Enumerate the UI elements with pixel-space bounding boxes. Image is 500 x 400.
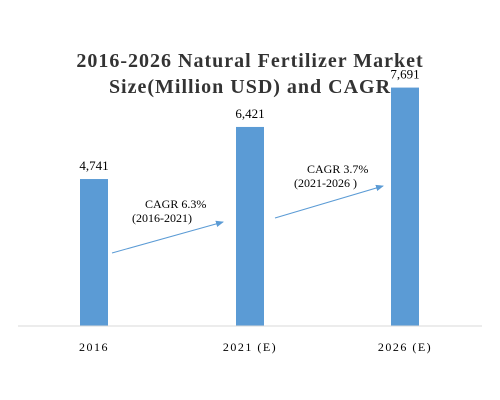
- cagr-arrow-0: [111, 220, 224, 254]
- category-label-0: 2016: [79, 340, 109, 354]
- chart-title-line-2: Size(Million USD) and CAGR: [108, 76, 392, 98]
- cagr-arrow-1: [274, 184, 384, 219]
- chart-title-line-1: 2016-2026 Natural Fertilizer Market: [76, 50, 424, 72]
- annotations-layer: CAGR 6.3%(2016-2021) CAGR 3.7%(2021-2026 …: [111, 162, 384, 254]
- labels-layer: 4,741 2016 6,421 2021 (E) 7,691 2026 (E): [79, 67, 432, 354]
- data-label-0: 4,741: [79, 158, 108, 173]
- data-label-2: 7,691: [390, 67, 419, 82]
- cagr-period-0: (2016-2021): [132, 211, 192, 225]
- bar-2: [391, 87, 419, 326]
- cagr-period-1: (2021-2026 ): [294, 176, 357, 190]
- chart-title: 2016-2026 Natural Fertilizer Market Size…: [0, 48, 500, 100]
- bar-0: [80, 179, 108, 326]
- bars-layer: [80, 87, 419, 326]
- cagr-label-1: CAGR 3.7%: [307, 162, 368, 176]
- data-label-1: 6,421: [235, 106, 264, 121]
- category-label-2: 2026 (E): [378, 340, 432, 354]
- category-label-1: 2021 (E): [223, 340, 277, 354]
- cagr-label-0: CAGR 6.3%: [145, 197, 206, 211]
- bar-1: [236, 126, 264, 326]
